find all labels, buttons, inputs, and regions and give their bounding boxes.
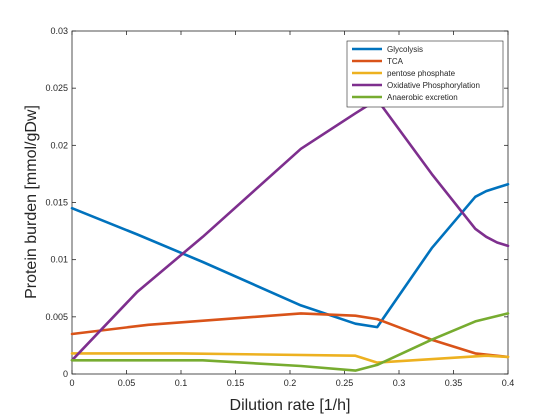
axis-ticks: 0 0.05 0.1 0.15 0.2 0.25 0.3 0.35 0.4 0 0.005 0.01 0…	[45, 26, 514, 388]
x-tick-label: 0	[69, 378, 74, 388]
x-tick-label: 0.3	[393, 378, 406, 388]
x-tick-label: 0.35	[445, 378, 463, 388]
y-tick-label: 0.01	[50, 255, 68, 265]
y-axis-title: Protein burden [mmol/gDw]	[23, 105, 40, 299]
series-line-1	[70, 312, 510, 359]
y-tick-label: 0.015	[45, 198, 68, 208]
x-axis-title: Dilution rate [1/h]	[230, 397, 351, 414]
x-tick-label: 0.05	[118, 378, 136, 388]
x-tick-label: 0.2	[284, 378, 297, 388]
y-tick-label: 0.025	[45, 83, 68, 93]
x-tick-label: 0.25	[336, 378, 354, 388]
legend: Glycolysis TCA pentose phosphate Oxidative …	[346, 40, 504, 108]
y-tick-label: 0	[63, 369, 68, 379]
x-tick-label: 0.4	[502, 378, 515, 388]
y-tick-label: 0.03	[50, 26, 68, 36]
x-tick-label: 0.15	[227, 378, 245, 388]
legend-entry-2: pentose phosphate	[387, 69, 456, 78]
series-line-0	[70, 182, 510, 329]
y-tick-label: 0.005	[45, 312, 68, 322]
legend-entry-4: Anaerobic excretion	[387, 93, 458, 102]
legend-entry-0: Glycolysis	[387, 45, 423, 54]
legend-entry-3: Oxidative Phosphorylation	[387, 81, 480, 90]
y-tick-label: 0.02	[50, 140, 68, 150]
series-line-4	[70, 312, 510, 372]
series-line-2	[70, 352, 510, 364]
legend-entry-1: TCA	[387, 57, 404, 66]
x-tick-label: 0.1	[175, 378, 188, 388]
